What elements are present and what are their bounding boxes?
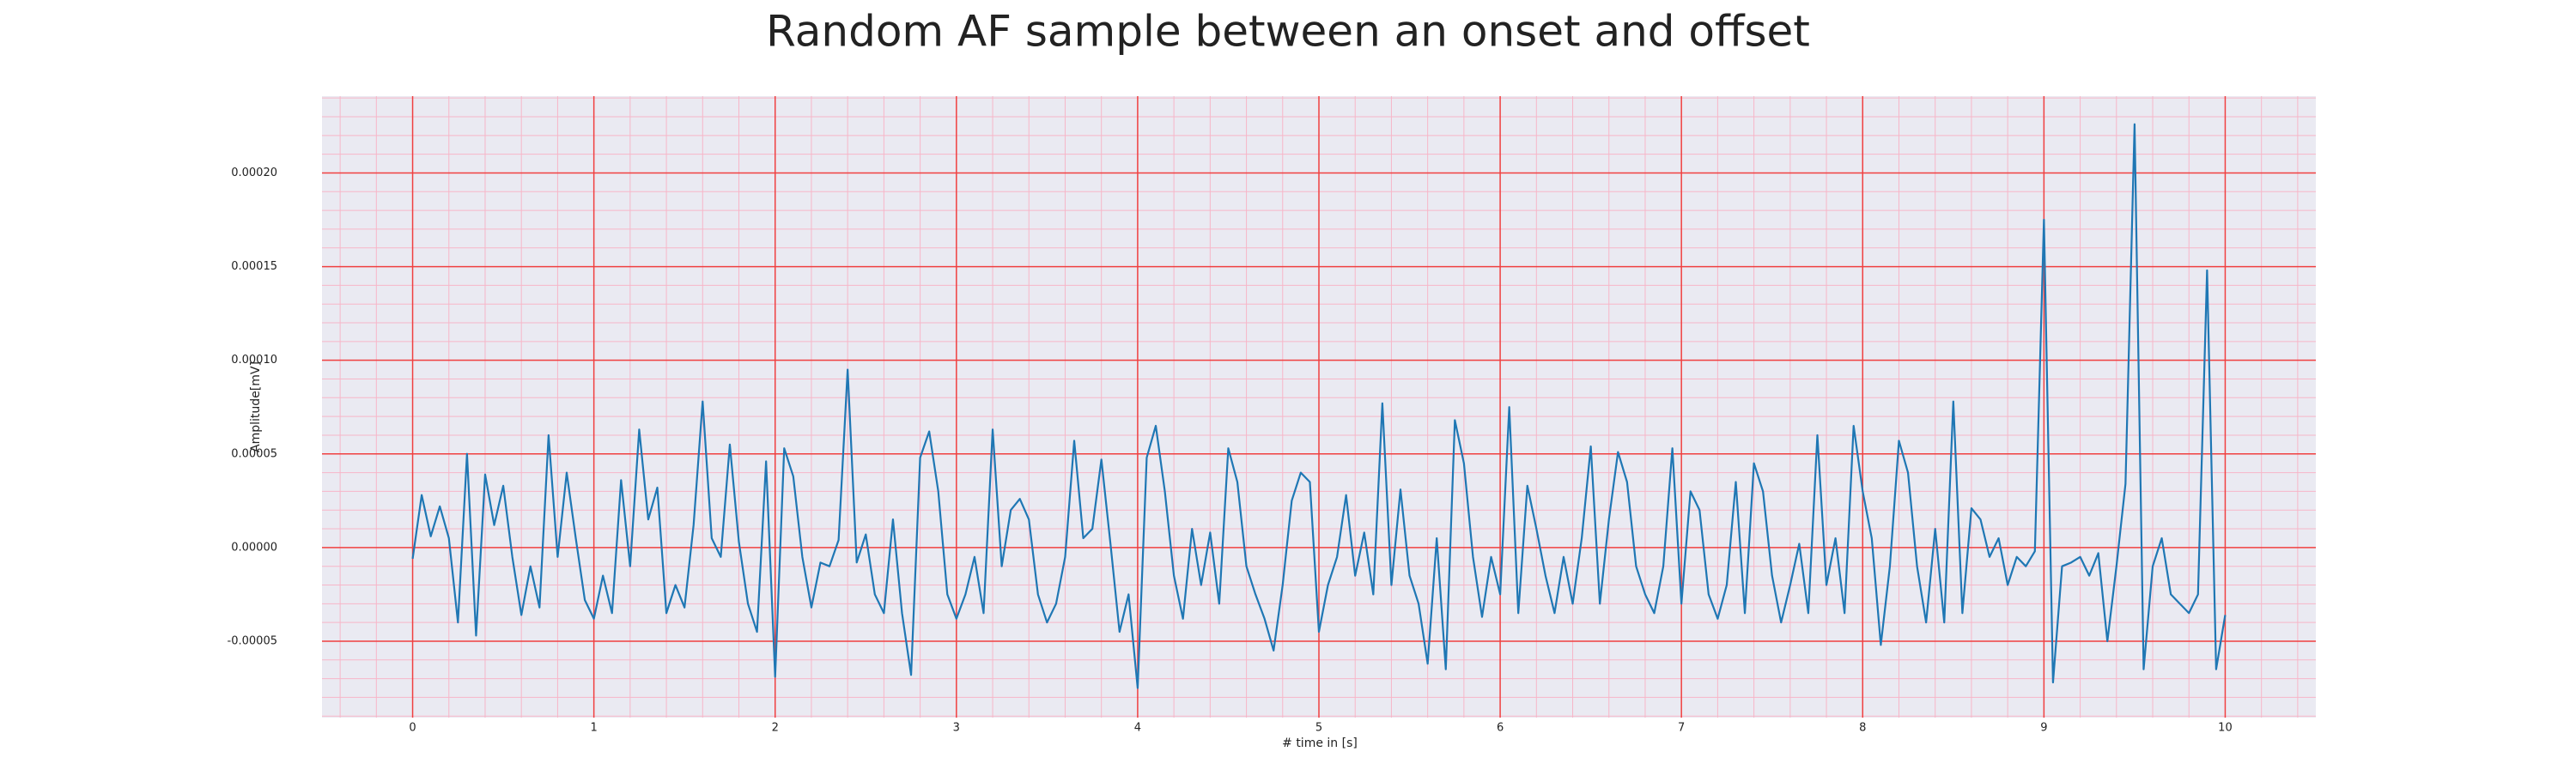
- y-tick-label: 0.00015: [231, 260, 277, 273]
- y-tick-label: -0.00005: [228, 634, 277, 647]
- chart-title: Random AF sample between an onset and of…: [766, 7, 1810, 57]
- plot-marks: [411, 123, 2227, 689]
- x-tick-label: 2: [772, 722, 779, 735]
- y-tick-label: 0.00020: [231, 167, 277, 179]
- x-axis-label: # time in [s]: [1282, 737, 1358, 750]
- x-tick-label: 7: [1678, 722, 1685, 735]
- x-tick-label: 0: [409, 722, 416, 735]
- y-tick-label: 0.00010: [231, 354, 277, 367]
- x-tick-label: 9: [2040, 722, 2047, 735]
- x-tick-label: 5: [1315, 722, 1322, 735]
- x-tick-label: 1: [590, 722, 597, 735]
- x-tick-label: 6: [1497, 722, 1504, 735]
- y-axis-label: Amplitude[mV]: [249, 361, 263, 452]
- y-tick-label: 0.00005: [231, 447, 277, 460]
- labels: 0 1 2 3 4 5 6 7 8 9 10 -0.00005 0.00000 0.00005 0.0001…: [228, 167, 2233, 735]
- x-tick-label: 10: [2218, 722, 2233, 735]
- signal-line: [411, 123, 2227, 689]
- x-tick-label: 4: [1134, 722, 1141, 735]
- x-tick-label: 3: [953, 722, 960, 735]
- x-tick-label: 8: [1859, 722, 1866, 735]
- y-tick-label: 0.00000: [231, 541, 277, 554]
- grid: [322, 96, 2316, 718]
